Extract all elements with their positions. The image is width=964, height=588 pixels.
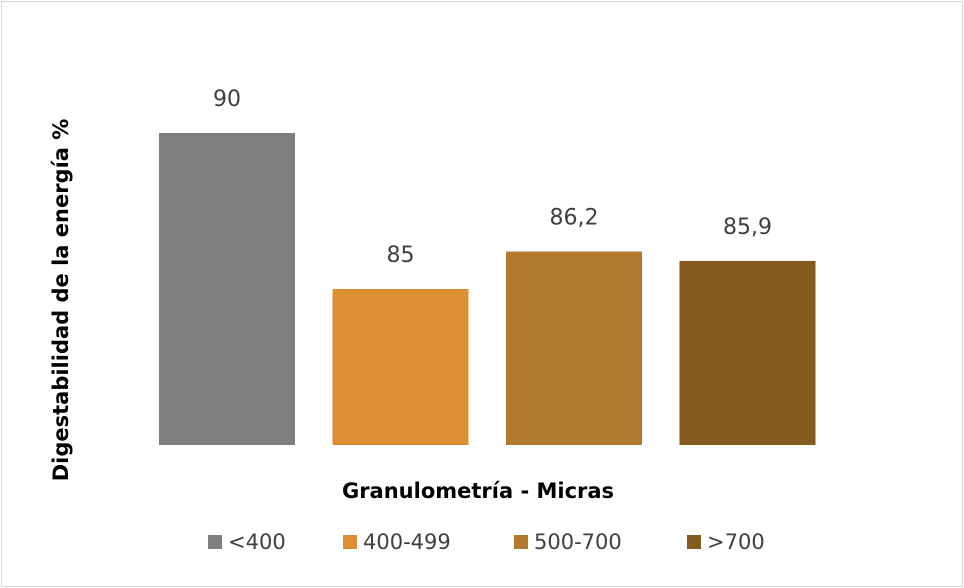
data-label-2: 85 [387, 243, 415, 268]
data-label-1: 90 [213, 87, 241, 112]
legend-swatch-4 [687, 535, 701, 549]
legend: <400 400-499 500-700 >700 [208, 530, 765, 554]
bar-2 [332, 289, 469, 445]
legend-label-3: 500-700 [534, 530, 622, 554]
legend-label-4: >700 [707, 530, 765, 554]
legend-swatch-1 [208, 535, 222, 549]
legend-label-2: 400-499 [363, 530, 451, 554]
bars-group [159, 133, 816, 445]
legend-swatch-2 [343, 535, 357, 549]
bar-4 [679, 260, 816, 445]
bar-1 [159, 133, 295, 445]
data-label-3: 86,2 [550, 206, 599, 231]
data-labels-group: 90 85 86,2 85,9 [213, 87, 772, 268]
legend-label-1: <400 [228, 530, 286, 554]
x-axis-title: Granulometría - Micras [342, 479, 614, 503]
legend-swatch-3 [514, 535, 528, 549]
y-axis-title: Digestabilidad de la energía % [49, 119, 73, 482]
bar-3 [506, 251, 642, 445]
data-label-4: 85,9 [723, 215, 772, 240]
